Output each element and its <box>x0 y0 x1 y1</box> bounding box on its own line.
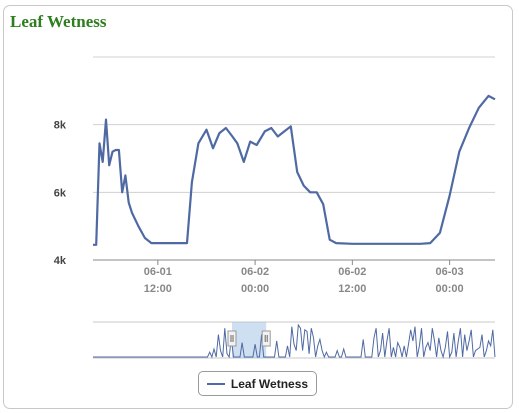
x-tick-label-time: 00:00 <box>241 283 269 295</box>
y-tick-label: 6k <box>54 187 67 199</box>
navigator-handle-left[interactable] <box>227 330 237 347</box>
x-tick-label-date: 06-02 <box>338 266 366 278</box>
legend-label: Leaf Wetness <box>230 376 309 391</box>
x-tick-label-date: 06-03 <box>436 266 464 278</box>
chart-title: Leaf Wetness <box>10 12 107 31</box>
x-tick-label-time: 12:00 <box>144 283 172 295</box>
x-tick-label-time: 00:00 <box>436 283 464 295</box>
x-tick-label-time: 12:00 <box>338 283 366 295</box>
navigator-handle-body <box>227 330 237 347</box>
legend-item-leaf-wetness[interactable]: Leaf Wetness <box>198 371 317 396</box>
y-tick-label: 4k <box>54 255 67 267</box>
x-tick-label-date: 06-02 <box>241 266 269 278</box>
navigator-selection <box>231 322 267 358</box>
legend-swatch <box>206 382 225 385</box>
x-tick-label-date: 06-01 <box>144 266 172 278</box>
navigator-series-line <box>93 323 496 359</box>
navigator-handle-body <box>261 330 271 347</box>
navigator-handle-right[interactable] <box>261 330 271 347</box>
series-line-leaf-wetness <box>93 94 496 246</box>
y-tick-label: 8k <box>54 120 67 132</box>
